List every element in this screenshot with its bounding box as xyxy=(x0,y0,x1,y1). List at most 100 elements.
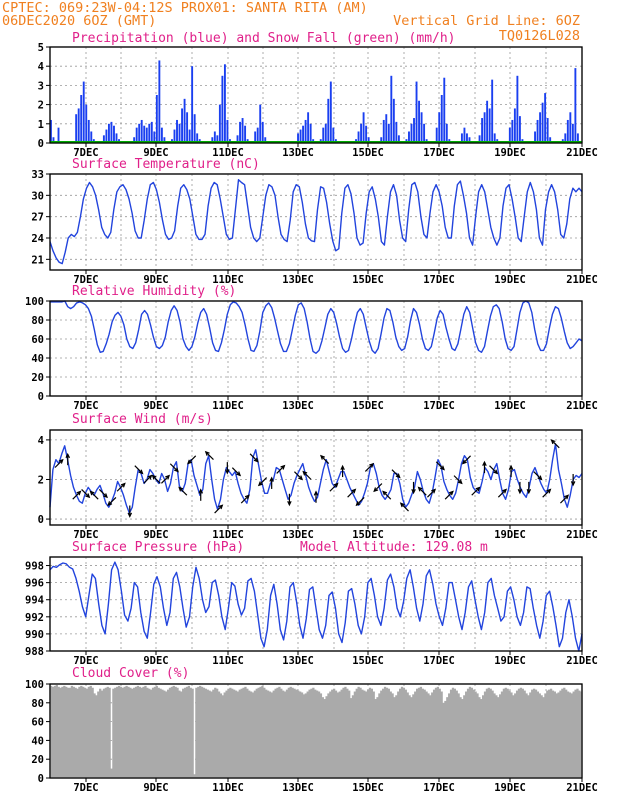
precip-bar xyxy=(478,135,481,143)
cloud-bar xyxy=(57,686,60,778)
cloud-bar xyxy=(53,685,57,778)
wind-arrow-head xyxy=(493,469,499,475)
wind-arrow xyxy=(411,481,416,495)
cloud-bar xyxy=(446,697,449,778)
cloud-bar xyxy=(289,686,292,778)
cloud-bar xyxy=(274,688,277,778)
wind-arrow xyxy=(287,493,292,507)
panel-1: 0 1 2 3 4 5 7DEC 9DEC 11DEC 13DEC 15DEC 17DEC 19DEC 2… xyxy=(38,31,598,159)
cloud-bar xyxy=(112,688,115,778)
wind-arrow-head xyxy=(351,488,357,494)
wind-arrow-head xyxy=(508,464,514,470)
x-tick-label: 17DEC xyxy=(423,274,455,286)
precip-bar xyxy=(362,112,365,143)
cloud-bar xyxy=(348,690,351,778)
cloud-bar xyxy=(580,691,583,778)
precip-bar xyxy=(397,135,400,143)
cloud-bar xyxy=(353,691,357,778)
wind-arrow xyxy=(364,462,375,472)
cloud-bar xyxy=(259,686,262,778)
cloud-bar xyxy=(349,698,353,778)
cloud-bar xyxy=(155,685,158,778)
wind-arrow-head xyxy=(482,460,487,466)
plot-border xyxy=(49,300,583,397)
cloud-bar xyxy=(117,685,121,778)
wind-arrow-shaft xyxy=(98,489,108,498)
panel-title: Cloud Cover (%) xyxy=(72,666,189,681)
cloud-bar xyxy=(55,684,58,778)
precip-bar xyxy=(491,79,494,143)
cloud-bar xyxy=(568,692,572,778)
cloud-bar xyxy=(106,686,109,778)
cloud-bar xyxy=(397,691,400,778)
cloud-bar xyxy=(187,685,191,778)
precip-bar xyxy=(423,123,426,143)
x-tick-label: 9DEC xyxy=(143,655,168,667)
cloud-bar xyxy=(474,691,477,778)
y-tick-label: 994 xyxy=(25,595,44,607)
cloud-bar xyxy=(197,686,200,778)
wind-arrow xyxy=(225,462,230,475)
cloud-bar xyxy=(515,690,519,778)
cloud-bar xyxy=(238,689,241,778)
wind-arrow xyxy=(293,471,304,481)
x-tick-label: 11DEC xyxy=(212,274,244,286)
y-tick-label: 1 xyxy=(38,119,44,131)
cloud-bar xyxy=(108,687,111,778)
cloud-bar xyxy=(448,693,451,778)
cloud-bar xyxy=(276,687,279,778)
y-tick-label: 33 xyxy=(31,169,44,181)
wind-arrow xyxy=(116,482,126,492)
cloud-bar xyxy=(578,690,581,778)
precip-bar xyxy=(211,137,214,143)
cloud-bar xyxy=(183,687,187,778)
wind-arrow xyxy=(453,475,463,485)
cloud-bar xyxy=(355,688,358,778)
cloud-bar xyxy=(498,694,502,778)
cloud-bar xyxy=(540,695,543,778)
precip-bar xyxy=(110,121,113,143)
plot-border xyxy=(49,683,583,779)
precip-bar xyxy=(302,125,305,143)
y-tick-label: 0 xyxy=(38,514,44,526)
wind-arrow-shaft xyxy=(258,477,268,486)
cloud-bar xyxy=(412,694,415,778)
cloud-bar xyxy=(291,687,294,778)
cloud-bar xyxy=(370,688,373,778)
relative-humidity-line xyxy=(50,300,583,354)
wind-arrow-head xyxy=(198,488,204,494)
wind-arrow xyxy=(482,460,487,474)
precip-bar xyxy=(564,133,567,143)
cloud-bar xyxy=(351,695,355,778)
wind-arrow-head xyxy=(147,474,153,480)
y-tick-label: 992 xyxy=(25,612,44,624)
cloud-bar xyxy=(72,686,75,778)
y-tick-label: 996 xyxy=(25,578,44,590)
wind-arrow-head xyxy=(475,486,481,492)
cloud-bar xyxy=(236,691,240,778)
wind-arrow xyxy=(382,490,392,500)
cloud-bar xyxy=(178,690,181,778)
panel-title: Surface Pressure (hPa) xyxy=(72,540,244,555)
cloud-bar xyxy=(442,702,445,778)
surface-pressure-line xyxy=(49,561,583,652)
precip-bar xyxy=(390,75,393,143)
wind-arrow xyxy=(517,481,523,495)
x-tick-label: 9DEC xyxy=(143,400,168,412)
wind-arrow-head xyxy=(302,470,308,476)
precip-bar xyxy=(299,129,302,143)
cloud-bar xyxy=(89,685,92,778)
wind-arrow-shaft xyxy=(107,496,117,506)
wind-arrow-shaft xyxy=(178,487,188,496)
precip-bar xyxy=(413,118,415,143)
precip-bar xyxy=(324,123,327,143)
wind-arrow xyxy=(143,474,153,484)
cloud-bar xyxy=(142,686,145,778)
cloud-bar xyxy=(389,691,392,778)
cloud-bar xyxy=(317,691,321,778)
cloud-bar xyxy=(82,686,85,778)
wind-arrow xyxy=(444,490,454,500)
cloud-bar xyxy=(125,685,128,778)
wind-arrow xyxy=(204,450,214,461)
wind-arrow-shaft xyxy=(435,461,445,470)
